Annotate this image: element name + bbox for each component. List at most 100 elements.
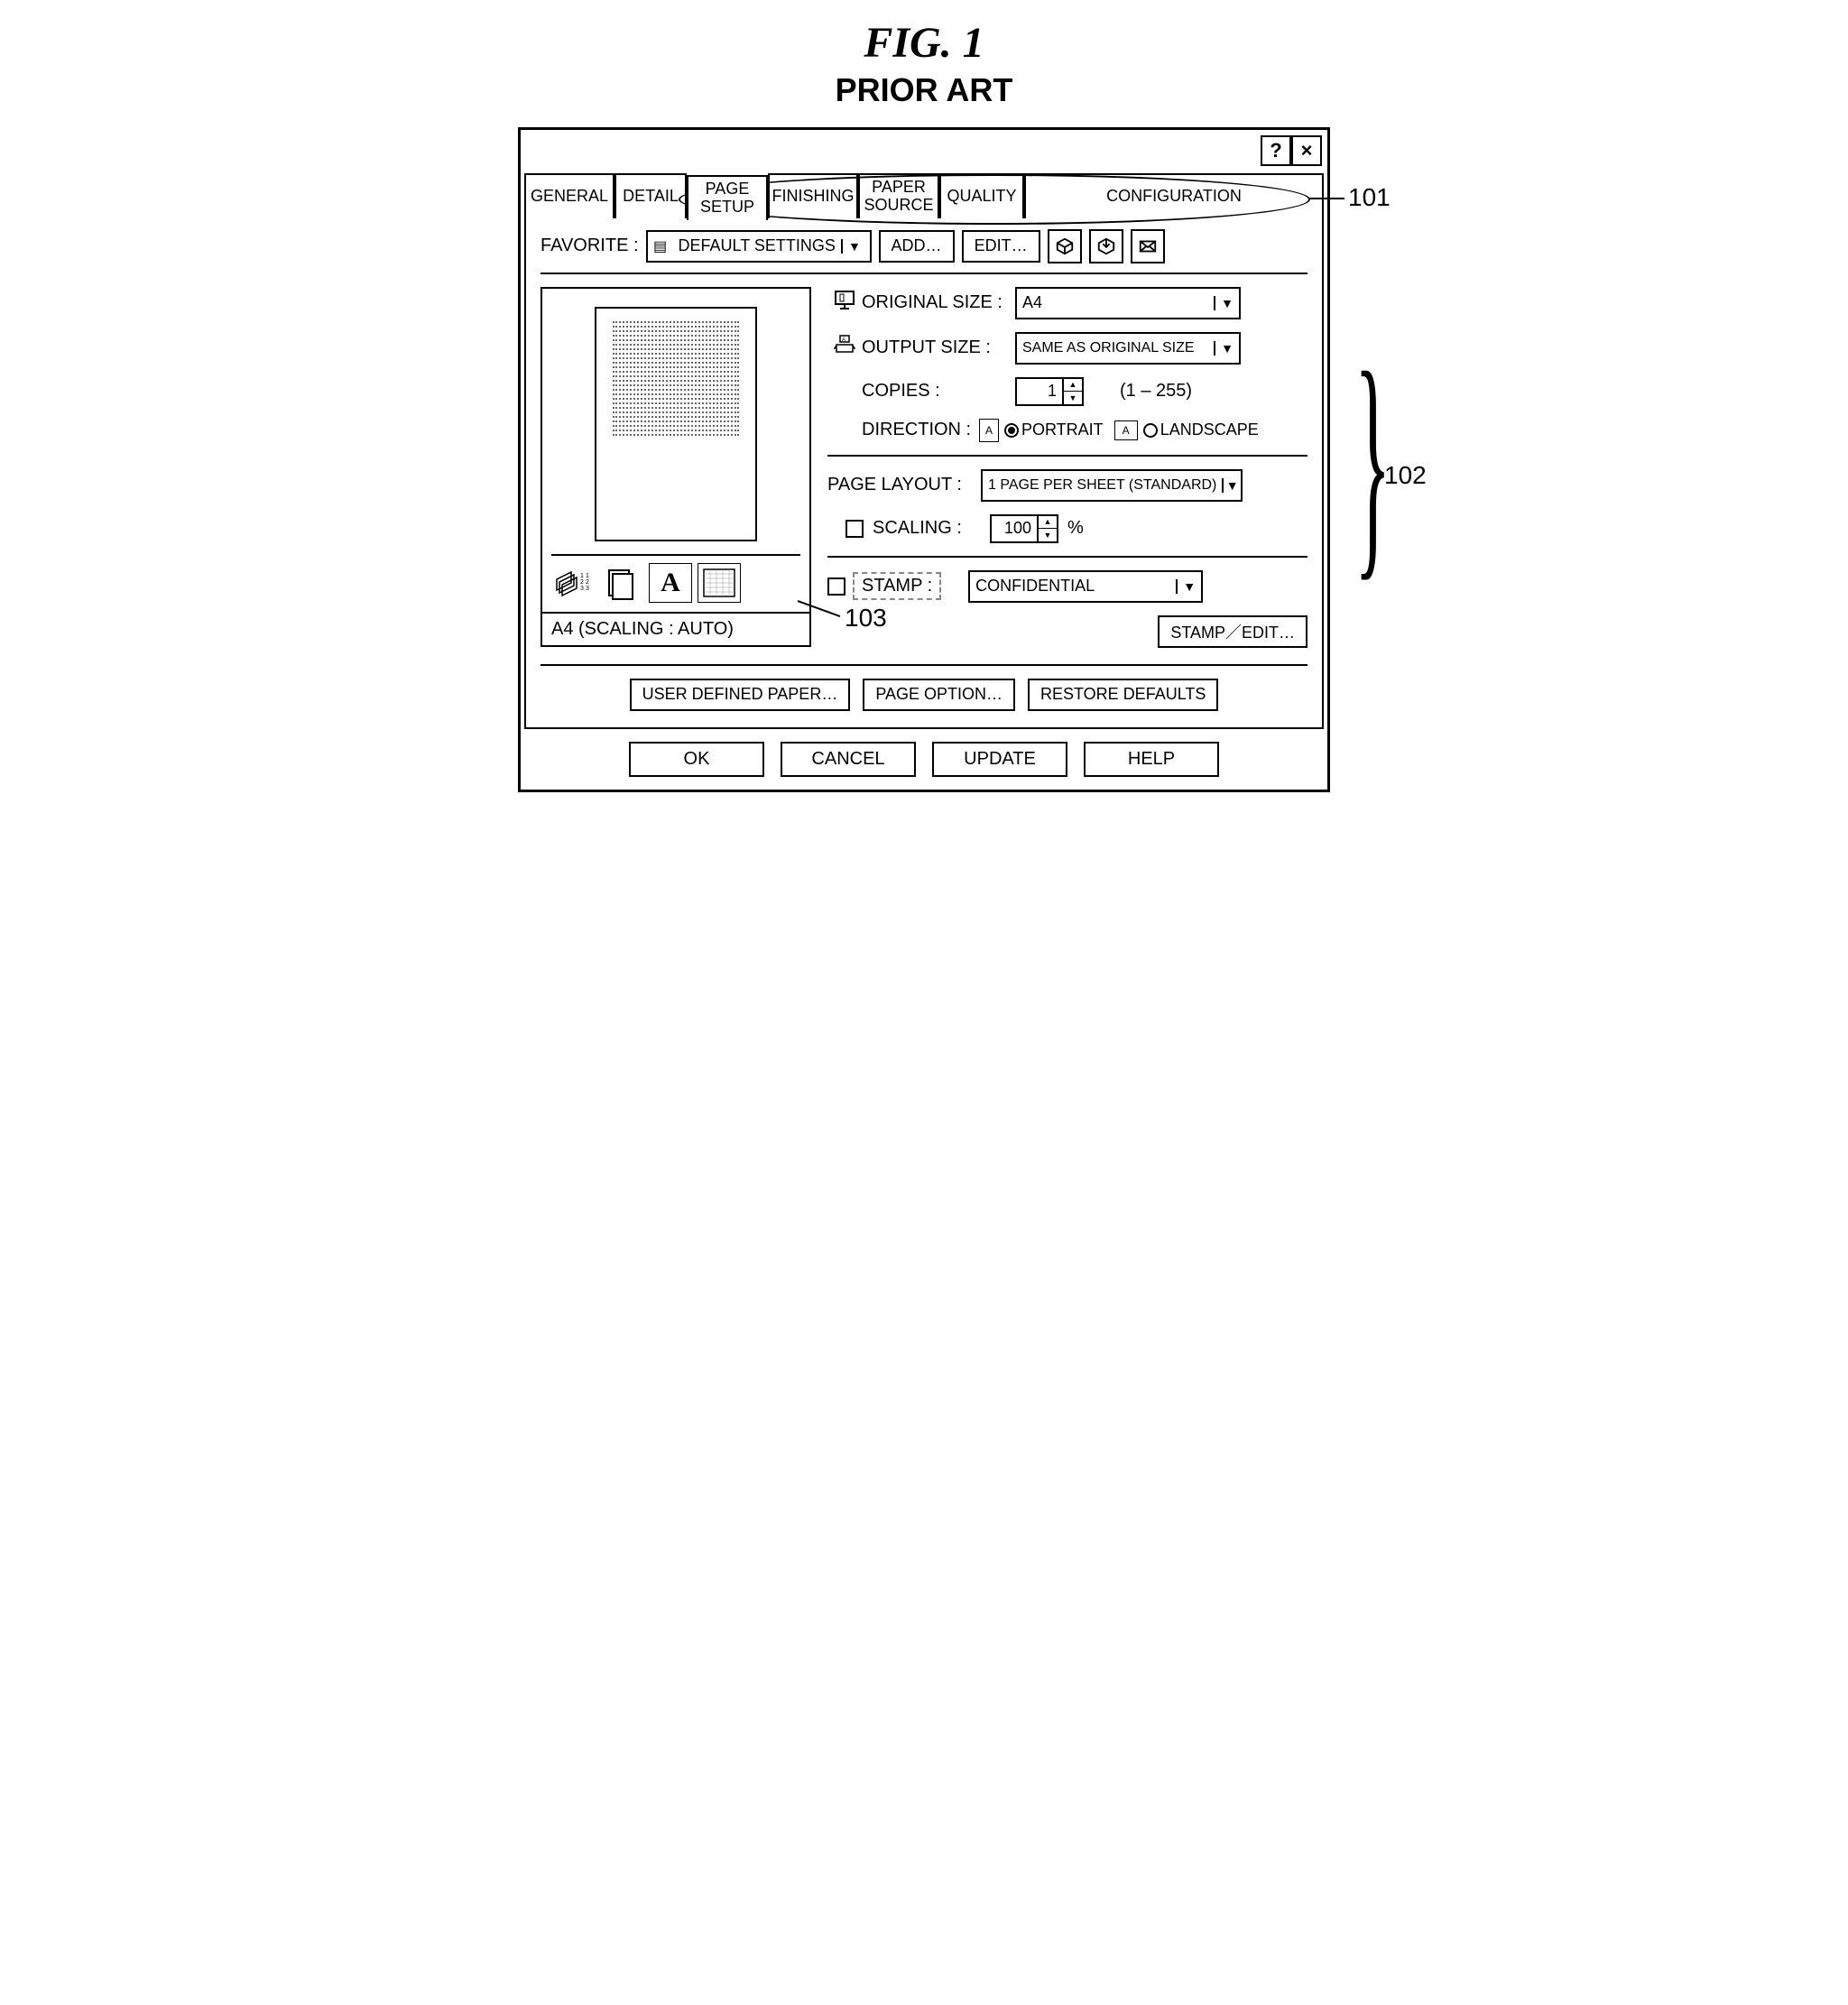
favorite-label: FAVORITE : [541,236,639,256]
preview-box: 123 123 A [541,287,811,614]
stamp-dropdown[interactable]: CONFIDENTIAL [968,570,1203,603]
figure-subtitle: PRIOR ART [836,71,1013,109]
callout-101: 101 [1348,183,1391,212]
stamp-row: STAMP : CONFIDENTIAL [827,570,1307,603]
callout-102: 102 [1384,461,1427,490]
stack-icon[interactable] [600,563,643,603]
figure-title: FIG. 1 [864,18,984,68]
page-preview [595,307,757,541]
tab-finishing[interactable]: FINISHING [768,173,858,218]
page-layout-label: PAGE LAYOUT : [827,475,981,495]
update-button[interactable]: UPDATE [932,742,1067,777]
divider [541,273,1307,274]
divider [827,556,1307,558]
svg-text:1: 1 [586,573,589,579]
direction-row: DIRECTION : A PORTRAIT A LANDSCAPE [827,419,1307,442]
chevron-down-icon [841,239,866,254]
scaling-spinner[interactable]: 100 ▲▼ [990,514,1058,543]
chevron-down-icon [1214,296,1239,310]
callout-line [1308,198,1344,199]
chevron-down-icon [1176,579,1201,594]
svg-text:3: 3 [586,586,589,592]
bottom-buttons: USER DEFINED PAPER… PAGE OPTION… RESTORE… [541,679,1307,711]
favorite-dropdown[interactable]: ▤ DEFAULT SETTINGS [646,230,872,263]
up-arrow-icon[interactable]: ▲ [1039,516,1057,530]
user-defined-paper-button[interactable]: USER DEFINED PAPER… [630,679,851,711]
mail-icon[interactable] [1131,229,1165,263]
ok-button[interactable]: OK [629,742,764,777]
favorite-value: DEFAULT SETTINGS [673,236,841,255]
down-arrow-icon[interactable]: ▼ [1064,392,1082,404]
svg-text:1: 1 [580,573,584,579]
tab-page-setup[interactable]: PAGE SETUP [687,175,768,220]
page-layout-dropdown[interactable]: 1 PAGE PER SHEET (STANDARD) [981,469,1243,502]
landscape-icon: A [1114,420,1138,440]
grid-icon[interactable] [698,563,741,603]
close-button[interactable]: × [1291,135,1322,166]
box-out-icon[interactable] [1048,229,1082,263]
page-option-button[interactable]: PAGE OPTION… [863,679,1015,711]
output-size-label: OUTPUT SIZE : [862,337,1015,358]
add-button[interactable]: ADD… [879,230,955,263]
tab-paper-source[interactable]: PAPER SOURCE [858,173,939,218]
cancel-button[interactable]: CANCEL [781,742,916,777]
svg-text:2: 2 [586,579,589,586]
scaling-checkbox[interactable] [845,520,864,538]
copies-spinner[interactable]: 1 ▲▼ [1015,377,1084,406]
divider [541,664,1307,666]
chevron-down-icon [1222,478,1241,493]
settings-column: ORIGINAL SIZE : A4 A OUTPUT SIZE : [827,287,1307,648]
svg-text:2: 2 [580,579,584,586]
chevron-down-icon [1214,341,1239,356]
doc-icon: ▤ [648,237,673,255]
original-size-row: ORIGINAL SIZE : A4 [827,287,1307,319]
letter-a-icon[interactable]: A [649,563,692,603]
original-size-dropdown[interactable]: A4 [1015,287,1241,319]
svg-text:3: 3 [580,586,584,592]
svg-text:A: A [842,337,845,343]
box-in-icon[interactable] [1089,229,1123,263]
preview-label: A4 (SCALING : AUTO) [541,614,811,647]
output-size-dropdown[interactable]: SAME AS ORIGINAL SIZE [1015,332,1241,365]
stamp-checkbox[interactable] [827,577,845,596]
scaling-row: SCALING : 100 ▲▼ % [827,514,1307,543]
divider [827,455,1307,457]
tab-configuration[interactable]: CONFIGURATION [1024,173,1324,218]
tab-detail[interactable]: DETAIL [614,173,687,218]
help-button[interactable]: HELP [1084,742,1219,777]
stamp-value: CONFIDENTIAL [970,577,1176,596]
collate-icon[interactable]: 123 123 [551,563,595,603]
dialog-window: ? × GENERAL DETAIL PAGE SETUP FINISHING … [518,127,1330,792]
help-button[interactable]: ? [1261,135,1291,166]
tab-general[interactable]: GENERAL [524,173,614,218]
preview-column: 123 123 A A4 (SCALING : AUTO) [541,287,811,648]
copies-row: COPIES : 1 ▲▼ (1 – 255) [827,377,1307,406]
edit-button[interactable]: EDIT… [962,230,1040,263]
preview-option-icons: 123 123 A [551,554,800,603]
monitor-icon [827,289,862,318]
direction-label: DIRECTION : [862,420,979,440]
favorite-row: FAVORITE : ▤ DEFAULT SETTINGS ADD… EDIT… [541,229,1307,263]
stamp-edit-button[interactable]: STAMP／EDIT… [1158,615,1307,648]
output-size-row: A OUTPUT SIZE : SAME AS ORIGINAL SIZE [827,332,1307,365]
page-layout-row: PAGE LAYOUT : 1 PAGE PER SHEET (STANDARD… [827,469,1307,502]
scaling-label: SCALING : [873,518,990,539]
copies-value: 1 [1017,379,1062,404]
landscape-radio[interactable]: LANDSCAPE [1143,420,1259,439]
down-arrow-icon[interactable]: ▼ [1039,529,1057,541]
original-size-value: A4 [1017,293,1214,312]
titlebar: ? × [524,134,1324,168]
tab-row: GENERAL DETAIL PAGE SETUP FINISHING PAPE… [524,173,1324,218]
stamp-label: STAMP : [853,572,941,600]
up-arrow-icon[interactable]: ▲ [1064,379,1082,393]
scaling-unit: % [1067,518,1084,539]
output-size-value: SAME AS ORIGINAL SIZE [1017,340,1214,356]
printer-icon: A [827,334,862,363]
tab-content: FAVORITE : ▤ DEFAULT SETTINGS ADD… EDIT… [524,217,1324,729]
dialog-buttons: OK CANCEL UPDATE HELP [524,742,1324,786]
portrait-radio[interactable]: PORTRAIT [1004,420,1104,439]
copies-label: COPIES : [862,381,1015,402]
restore-defaults-button[interactable]: RESTORE DEFAULTS [1028,679,1218,711]
scaling-value: 100 [992,516,1037,541]
tab-quality[interactable]: QUALITY [939,173,1024,218]
